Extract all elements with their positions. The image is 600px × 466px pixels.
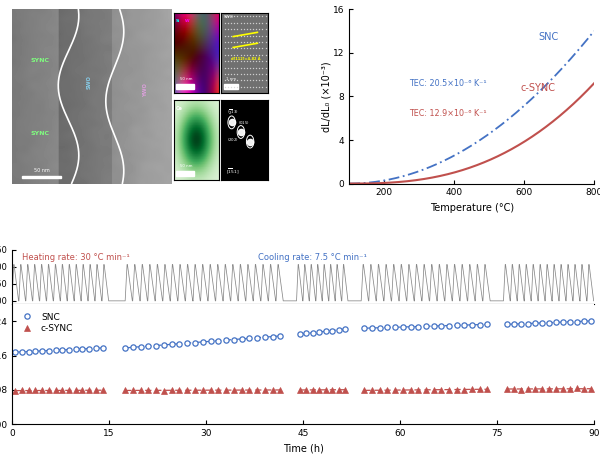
- c-SYNC: [11, 388, 19, 393]
- SNC: [503, 322, 510, 327]
- Text: YWO: YWO: [143, 83, 148, 97]
- SNC: [517, 321, 524, 327]
- c-SYNC: [587, 386, 595, 391]
- SNC: [587, 318, 595, 324]
- Bar: [22, 176, 61, 178]
- c-SYNC: [503, 386, 510, 392]
- Text: Heating rate: 30 °C min⁻¹: Heating rate: 30 °C min⁻¹: [22, 253, 130, 262]
- Text: Cooling rate: 7.5 °C min⁻¹: Cooling rate: 7.5 °C min⁻¹: [258, 253, 367, 262]
- Line: c-SYNC: c-SYNC: [13, 386, 593, 393]
- Y-axis label: dL/dL₀ (×10⁻³): dL/dL₀ (×10⁻³): [322, 61, 332, 132]
- c-SYNC: [302, 387, 310, 393]
- Legend: SNC, c-SYNC: SNC, c-SYNC: [17, 309, 77, 337]
- Text: TEC: 12.9×10⁻⁶ K⁻¹: TEC: 12.9×10⁻⁶ K⁻¹: [409, 109, 487, 118]
- X-axis label: Time (h): Time (h): [283, 444, 323, 453]
- Text: SYNC: SYNC: [31, 131, 50, 136]
- Text: c-SYNC: c-SYNC: [521, 83, 556, 93]
- Text: SYNC: SYNC: [31, 58, 50, 62]
- SNC: [302, 331, 310, 336]
- SNC: [199, 339, 206, 345]
- c-SYNC: [199, 387, 206, 392]
- Text: 50 nm: 50 nm: [34, 168, 49, 173]
- c-SYNC: [137, 388, 144, 393]
- X-axis label: Temperature (°C): Temperature (°C): [430, 203, 514, 213]
- c-SYNC: [517, 387, 524, 392]
- SNC: [137, 344, 144, 350]
- SNC: [11, 350, 19, 355]
- c-SYNC: [573, 385, 580, 391]
- Text: TEC: 20.5×10⁻⁶ K⁻¹: TEC: 20.5×10⁻⁶ K⁻¹: [409, 79, 487, 88]
- SNC: [538, 320, 545, 326]
- Text: SWO: SWO: [86, 75, 92, 89]
- c-SYNC: [538, 386, 545, 392]
- Line: SNC: SNC: [13, 318, 593, 355]
- Text: SNC: SNC: [538, 32, 559, 42]
